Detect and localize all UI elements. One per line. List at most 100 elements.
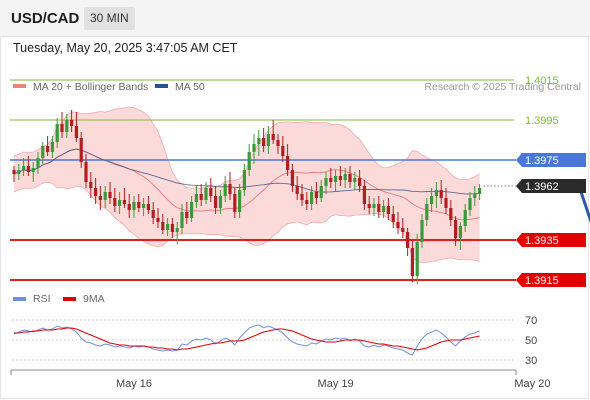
candle-body-94: [463, 210, 467, 226]
candle-body-57: [286, 156, 290, 170]
candle-body-36: [185, 212, 189, 218]
legend-label-0: MA 20 + Bollinger Bands: [33, 81, 148, 93]
candle-body-67: [334, 176, 338, 182]
candle-body-32: [166, 224, 170, 230]
x-tick-label-2: May 20: [514, 378, 550, 390]
rsi-legend-swatch-0: [13, 297, 26, 301]
candle-body-59: [295, 186, 299, 194]
level-label-1.3935: 1.3935: [525, 235, 559, 247]
candle-body-39: [199, 194, 203, 200]
legend-swatch-1: [155, 84, 168, 88]
candle-body-95: [468, 198, 472, 210]
level-tag-1.3975: 1.3975: [516, 153, 586, 167]
candle-body-65: [324, 178, 328, 186]
candle-body-35: [180, 212, 184, 228]
level-tag-1.3935: 1.3935: [516, 233, 586, 247]
candle-body-37: [190, 202, 194, 218]
candle-body-56: [281, 146, 285, 156]
candle-body-71: [353, 178, 357, 182]
legend-swatch-0: [13, 84, 26, 88]
candle-body-48: [242, 170, 246, 190]
x-axis: May 16 May 19 May 20: [10, 369, 550, 390]
candle-body-44: [223, 184, 227, 196]
candles: [12, 110, 482, 284]
candle-body-38: [194, 194, 198, 202]
rsi-legend-swatch-1: [63, 297, 76, 301]
level-tag-bg-1.3935: [516, 233, 586, 247]
level-labels: 1.4015 1.3995 1.3975 1.3962 1.3935 1.3915: [516, 75, 586, 287]
candle-body-28: [146, 204, 150, 210]
bollinger-band-fill: [14, 106, 480, 263]
candle-body-82: [406, 232, 410, 248]
candle-body-84: [415, 242, 419, 276]
candle-body-76: [377, 204, 381, 212]
legend-label-1: MA 50: [175, 81, 205, 93]
level-tag-1.3962: 1.3962: [516, 179, 586, 193]
rsi-legend-label-1: 9MA: [83, 293, 105, 305]
candle-body-26: [137, 202, 141, 208]
candle-body-9: [55, 124, 59, 142]
candle-body-97: [478, 188, 482, 194]
candle-body-47: [238, 190, 242, 212]
candle-body-70: [348, 174, 352, 182]
chart-header: USD/CAD 30 MIN: [0, 0, 590, 37]
candle-body-79: [391, 214, 395, 222]
candle-body-96: [473, 194, 477, 198]
candle-body-51: [257, 138, 261, 144]
candle-body-46: [233, 194, 237, 212]
candle-body-18: [98, 196, 102, 200]
candle-body-16: [89, 182, 93, 188]
candle-body-60: [300, 194, 304, 200]
candle-body-17: [94, 188, 98, 196]
candle-body-19: [103, 192, 107, 200]
level-tag-bg-1.3975: [516, 153, 586, 167]
candle-body-53: [266, 134, 270, 146]
candle-body-74: [367, 204, 371, 208]
candle-body-87: [430, 196, 434, 204]
price-levels: [10, 79, 516, 281]
candle-body-52: [262, 138, 266, 146]
candle-body-14: [79, 138, 83, 162]
candle-body-81: [401, 228, 405, 232]
rsi-level-label-50: 50: [525, 335, 537, 347]
forecast-arrow: [578, 189, 590, 224]
candle-body-45: [228, 184, 232, 194]
candle-body-4: [31, 168, 35, 172]
candle-body-61: [305, 200, 309, 204]
candle-body-40: [204, 188, 208, 200]
candle-body-86: [425, 204, 429, 220]
candle-body-41: [209, 188, 213, 196]
level-label-1.3915: 1.3915: [525, 275, 559, 287]
candle-body-66: [329, 178, 333, 182]
chart-legend: MA 20 + Bollinger Bands MA 50: [13, 81, 205, 93]
candle-body-73: [362, 186, 366, 204]
candle-body-23: [122, 200, 126, 204]
rsi-ma-line: [14, 327, 480, 351]
candle-body-34: [175, 228, 179, 232]
candle-body-90: [444, 198, 448, 208]
rsi-level-label-70: 70: [525, 315, 537, 327]
candle-body-11: [65, 120, 69, 132]
ma50-line: [13, 148, 480, 195]
candle-body-30: [156, 218, 160, 222]
candle-body-22: [118, 200, 122, 206]
candle-body-8: [50, 142, 54, 152]
interval-selector[interactable]: 30 MIN: [84, 7, 135, 30]
candle-body-62: [310, 192, 314, 204]
candle-body-21: [113, 198, 117, 206]
candle-body-63: [314, 192, 318, 198]
x-tick-label-1: May 19: [318, 378, 354, 390]
candle-body-31: [161, 222, 165, 230]
candle-body-80: [396, 222, 400, 228]
candle-body-20: [108, 192, 112, 198]
candle-body-89: [439, 190, 443, 198]
bollinger-upper: [13, 106, 480, 190]
level-label-1.3962: 1.3962: [525, 181, 559, 193]
candle-body-85: [420, 220, 424, 242]
candle-body-88: [434, 190, 438, 196]
moving-averages: [13, 148, 480, 221]
candle-body-12: [70, 120, 74, 126]
candle-body-78: [386, 206, 390, 214]
candle-body-25: [132, 202, 136, 210]
